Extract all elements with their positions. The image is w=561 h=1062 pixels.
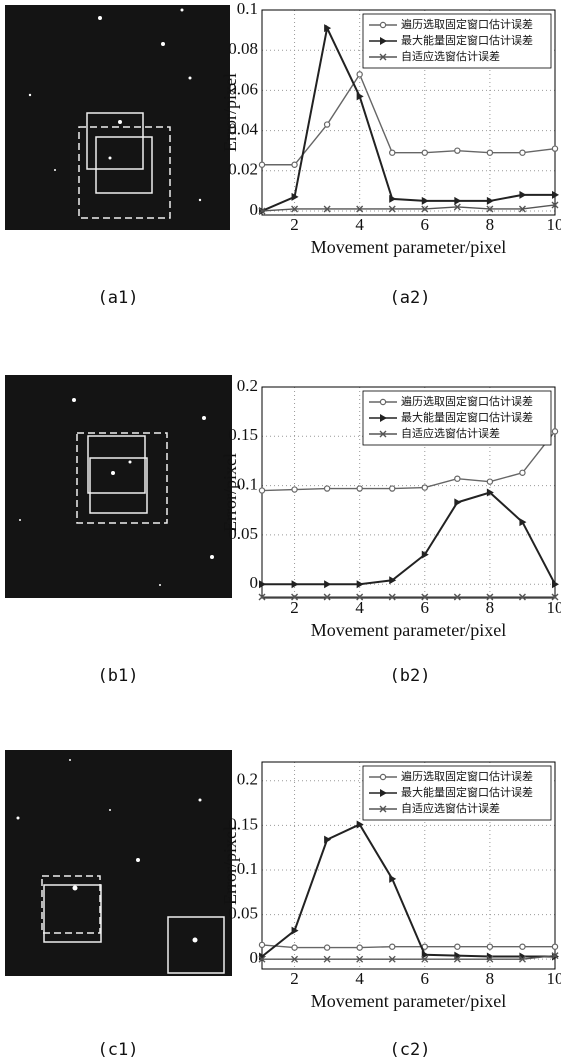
marker bbox=[390, 150, 395, 155]
legend-marker bbox=[380, 774, 385, 779]
marker bbox=[520, 470, 525, 475]
x-tick-label: 2 bbox=[290, 969, 299, 988]
x-tick-label: 6 bbox=[421, 969, 430, 988]
legend-label: 自适应选窗估计误差 bbox=[401, 801, 500, 815]
marker bbox=[325, 945, 330, 950]
marker bbox=[292, 162, 297, 167]
y-tick-label: 0.2 bbox=[237, 376, 258, 395]
y-tick-label: 0.02 bbox=[228, 160, 258, 179]
marker bbox=[455, 476, 460, 481]
marker bbox=[422, 150, 427, 155]
marker bbox=[454, 498, 461, 506]
image-caption: (b1) bbox=[98, 666, 139, 686]
x-tick-label: 8 bbox=[486, 215, 495, 234]
marker bbox=[259, 942, 264, 947]
x-tick-label: 10 bbox=[547, 969, 561, 988]
marker bbox=[325, 486, 330, 491]
x-tick-label: 8 bbox=[486, 598, 495, 617]
marker bbox=[455, 148, 460, 153]
x-tick-label: 10 bbox=[547, 215, 561, 234]
marker bbox=[357, 820, 364, 828]
marker bbox=[519, 191, 526, 199]
marker bbox=[259, 162, 264, 167]
legend-marker bbox=[380, 399, 385, 404]
marker bbox=[455, 944, 460, 949]
x-tick-label: 8 bbox=[486, 969, 495, 988]
y-tick-label: 0.15 bbox=[228, 425, 258, 444]
marker bbox=[259, 488, 264, 493]
marker bbox=[389, 195, 396, 203]
legend-label: 自适应选窗估计误差 bbox=[401, 426, 500, 440]
series-line bbox=[262, 74, 555, 164]
marker bbox=[390, 486, 395, 491]
legend-label: 最大能量固定窗口估计误差 bbox=[401, 785, 533, 799]
marker bbox=[552, 146, 557, 151]
legend-label: 最大能量固定窗口估计误差 bbox=[401, 410, 533, 424]
marker bbox=[324, 836, 331, 844]
x-tick-label: 10 bbox=[547, 598, 561, 617]
chart-caption: (c2) bbox=[390, 1040, 431, 1060]
marker bbox=[390, 944, 395, 949]
y-axis-label: Error/pixel bbox=[220, 73, 240, 152]
marker bbox=[357, 945, 362, 950]
star-image-b bbox=[5, 375, 232, 598]
series-line bbox=[262, 824, 555, 956]
y-tick-label: 0.1 bbox=[237, 0, 258, 18]
marker bbox=[552, 944, 557, 949]
x-tick-label: 4 bbox=[355, 215, 364, 234]
marker bbox=[487, 479, 492, 484]
y-tick-label: 0 bbox=[250, 948, 259, 967]
chart-caption: (b2) bbox=[390, 666, 431, 686]
y-tick-label: 0 bbox=[250, 200, 259, 219]
star-image-c bbox=[5, 750, 232, 976]
x-axis-label: Movement parameter/pixel bbox=[311, 620, 506, 640]
y-axis-label: Error/pixel bbox=[220, 826, 240, 905]
legend-label: 自适应选窗估计误差 bbox=[401, 49, 500, 63]
y-tick-label: 0.08 bbox=[228, 39, 258, 58]
marker bbox=[292, 580, 299, 588]
x-tick-label: 6 bbox=[421, 598, 430, 617]
series-line bbox=[262, 493, 555, 585]
marker bbox=[292, 487, 297, 492]
y-tick-label: 0 bbox=[250, 573, 259, 592]
x-axis-label: Movement parameter/pixel bbox=[311, 237, 506, 257]
marker bbox=[552, 429, 557, 434]
chart-caption: (a2) bbox=[390, 288, 431, 308]
legend-label: 遍历选取固定窗口估计误差 bbox=[401, 394, 533, 408]
series-line bbox=[262, 945, 555, 948]
x-tick-label: 4 bbox=[355, 598, 364, 617]
x-tick-label: 2 bbox=[290, 215, 299, 234]
image-caption: (a1) bbox=[98, 288, 139, 308]
marker bbox=[487, 150, 492, 155]
x-tick-label: 4 bbox=[355, 969, 364, 988]
y-tick-label: 0.05 bbox=[228, 903, 258, 922]
image-caption: (c1) bbox=[98, 1040, 139, 1060]
marker bbox=[324, 580, 331, 588]
marker bbox=[454, 197, 461, 205]
legend-label: 遍历选取固定窗口估计误差 bbox=[401, 17, 533, 31]
marker bbox=[520, 150, 525, 155]
x-tick-label: 2 bbox=[290, 598, 299, 617]
marker bbox=[487, 944, 492, 949]
marker bbox=[422, 485, 427, 490]
marker bbox=[325, 122, 330, 127]
legend-label: 最大能量固定窗口估计误差 bbox=[401, 33, 533, 47]
legend-marker bbox=[380, 22, 385, 27]
series-line bbox=[262, 205, 555, 211]
legend-label: 遍历选取固定窗口估计误差 bbox=[401, 769, 533, 783]
star-image-a bbox=[5, 5, 230, 230]
marker bbox=[357, 486, 362, 491]
marker bbox=[357, 580, 364, 588]
marker bbox=[292, 945, 297, 950]
x-tick-label: 6 bbox=[421, 215, 430, 234]
figure: (a1)(a2)00.020.040.060.080.1246810Moveme… bbox=[0, 0, 561, 1062]
x-axis-label: Movement parameter/pixel bbox=[311, 991, 506, 1011]
y-tick-label: 0.2 bbox=[237, 770, 258, 789]
marker bbox=[520, 944, 525, 949]
marker bbox=[357, 72, 362, 77]
y-axis-label: Error/pixel bbox=[220, 453, 240, 532]
